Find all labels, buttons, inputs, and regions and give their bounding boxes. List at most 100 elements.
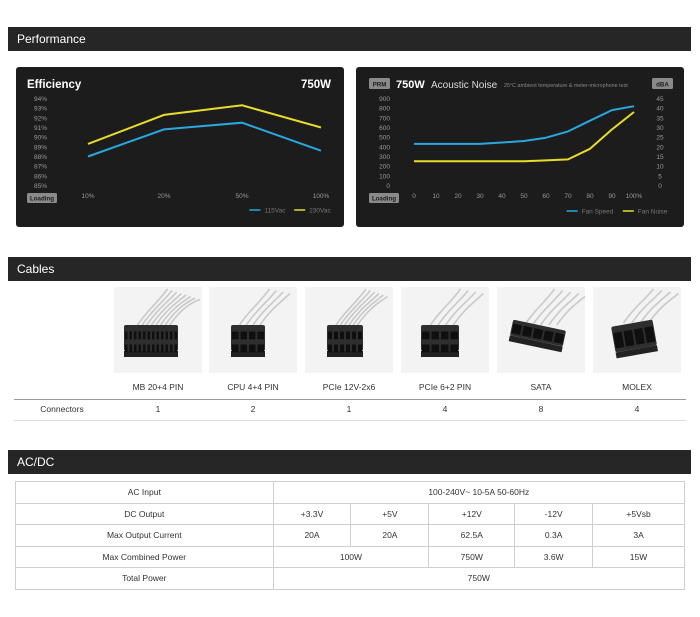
table-cell: -12V bbox=[514, 502, 594, 525]
y-tick-label: 89% bbox=[34, 144, 47, 151]
cable-name: PCIe 6+2 PIN bbox=[418, 382, 472, 392]
ac-input-value: 100-240V~ 10-5A 50-60Hz bbox=[272, 481, 686, 504]
pcie-connector-icon bbox=[401, 287, 489, 373]
y-tick-label-left: 200 bbox=[379, 164, 390, 171]
cable-name: CPU 4+4 PIN bbox=[227, 382, 279, 392]
y-tick-label-right: 25 bbox=[656, 135, 664, 142]
efficiency-chart-svg: Efficiency 750W 94% 93% 92% 91% 90% 89% 88% 87% 86… bbox=[27, 79, 332, 215]
y-tick-label: 90% bbox=[34, 135, 47, 142]
y-tick-label-right: 35 bbox=[656, 115, 664, 122]
y-tick-label-left: 300 bbox=[379, 154, 390, 161]
legend-label: 115Vac bbox=[264, 208, 286, 215]
right-unit-tag: dBA bbox=[656, 82, 669, 89]
table-row: Total Power 750W bbox=[15, 567, 686, 590]
x-tick-label: 40 bbox=[498, 193, 506, 200]
table-cell: 15W bbox=[592, 545, 685, 568]
x-tick-label: 0 bbox=[412, 193, 416, 200]
x-tick-label: 50% bbox=[235, 193, 248, 200]
cable-name: SATA bbox=[530, 382, 552, 392]
series-line-fan-noise bbox=[414, 111, 635, 163]
table-cell: 20A bbox=[350, 524, 430, 547]
row-label: Max Combined Power bbox=[15, 545, 274, 568]
mb-connector-icon bbox=[114, 287, 202, 373]
section-cables: Cables bbox=[8, 257, 691, 281]
x-tick-label: 100% bbox=[626, 193, 643, 200]
x-tick-label: 100% bbox=[313, 193, 330, 200]
left-unit-tag-bg bbox=[369, 78, 390, 89]
table-row: AC Input 100-240V~ 10-5A 50-60Hz bbox=[15, 481, 686, 504]
pcie-12v-connector-icon bbox=[305, 287, 393, 373]
connector-count: 8 bbox=[538, 404, 544, 414]
acoustic-chart-svg: PRM 750W Acoustic Noise 25°C ambient temper… bbox=[369, 78, 673, 216]
y-tick-label-right: 30 bbox=[656, 125, 664, 132]
x-tick-label: 20% bbox=[157, 193, 170, 200]
y-tick-label: 92% bbox=[34, 115, 47, 122]
y-tick-label-right: 5 bbox=[658, 173, 662, 180]
acoustic-chart: PRM 750W Acoustic Noise 25°C ambient temper… bbox=[356, 67, 684, 227]
y-tick-label: 85% bbox=[34, 183, 47, 190]
chart-title: 750W bbox=[396, 79, 425, 91]
y-tick-label-left: 800 bbox=[379, 106, 390, 113]
table-cell: 100W bbox=[272, 545, 430, 568]
table-row: Max Output Current 20A 20A 62.5A 0.3A 3A bbox=[15, 524, 685, 547]
series-line-fan-speed bbox=[414, 105, 635, 145]
y-tick-label: 88% bbox=[34, 154, 47, 161]
table-cell: +3.3V bbox=[272, 502, 352, 525]
table-cell: 0.3A bbox=[514, 524, 594, 547]
table-cell: 3A bbox=[592, 524, 685, 547]
table-row: Max Combined Power 100W 750W 3.6W 15W bbox=[15, 545, 685, 568]
legend-label: Fan Speed bbox=[582, 209, 614, 216]
table-cell: +5V bbox=[350, 502, 430, 525]
sata-connector-icon bbox=[497, 287, 588, 373]
section-performance: Performance bbox=[8, 27, 691, 51]
row-label: Max Output Current bbox=[15, 524, 274, 547]
legend-label: 230Vac bbox=[309, 208, 331, 215]
table-cell: 750W bbox=[428, 545, 516, 568]
x-tick-label: 50 bbox=[520, 193, 528, 200]
y-tick-label-left: 900 bbox=[379, 96, 390, 103]
cpu-connector-icon bbox=[209, 287, 297, 373]
cable-name: PCIe 12V-2x6 bbox=[322, 382, 376, 392]
y-tick-label-left: 100 bbox=[379, 173, 390, 180]
x-tick-label: 90 bbox=[608, 193, 616, 200]
acdc-table: AC Input 100-240V~ 10-5A 50-60Hz DC Outp… bbox=[15, 481, 686, 590]
loading-tag-bg bbox=[27, 193, 57, 203]
connector-count: 4 bbox=[442, 404, 448, 414]
y-tick-label-right: 10 bbox=[656, 164, 664, 171]
section-acdc: AC/DC bbox=[8, 450, 691, 474]
chart-badge: 750W bbox=[301, 79, 331, 91]
y-tick-label-right: 45 bbox=[656, 96, 664, 103]
chart-subtitle: Acoustic Noise bbox=[431, 80, 498, 91]
series-line-230vac bbox=[87, 104, 322, 145]
connector-count: 2 bbox=[250, 404, 256, 414]
loading-tag: Loading bbox=[30, 196, 54, 203]
connector-count: 4 bbox=[634, 404, 640, 414]
x-tick-label: 10 bbox=[432, 193, 440, 200]
connectors-row-label: Connectors bbox=[40, 404, 84, 414]
efficiency-chart: Efficiency 750W 94% 93% 92% 91% 90% 89% 88% 87% 86… bbox=[16, 67, 344, 227]
y-tick-label-left: 500 bbox=[379, 135, 390, 142]
y-tick-label-left: 600 bbox=[379, 125, 390, 132]
table-cell: +5Vsb bbox=[592, 502, 685, 525]
loading-tag-bg bbox=[369, 193, 399, 203]
y-tick-label-right: 40 bbox=[656, 106, 664, 113]
row-label: Total Power bbox=[15, 567, 274, 590]
x-tick-label: 20 bbox=[454, 193, 462, 200]
table-cell: 3.6W bbox=[514, 545, 594, 568]
total-power-value: 750W bbox=[272, 567, 686, 590]
section-title: Cables bbox=[17, 262, 55, 276]
table-cell: 62.5A bbox=[428, 524, 516, 547]
right-unit-tag-bg bbox=[652, 78, 673, 89]
x-tick-label: 70 bbox=[564, 193, 572, 200]
cable-name: MB 20+4 PIN bbox=[132, 382, 184, 392]
y-tick-label-right: 0 bbox=[658, 183, 662, 190]
loading-tag: Loading bbox=[372, 196, 396, 203]
y-tick-label: 94% bbox=[34, 96, 47, 103]
x-tick-label: 80 bbox=[586, 193, 594, 200]
y-tick-label-left: 700 bbox=[379, 115, 390, 122]
x-tick-label: 30 bbox=[476, 193, 484, 200]
section-title: AC/DC bbox=[17, 455, 55, 469]
legend-label: Fan Noise bbox=[638, 209, 668, 216]
divider bbox=[14, 399, 686, 400]
molex-connector-icon bbox=[593, 287, 681, 373]
